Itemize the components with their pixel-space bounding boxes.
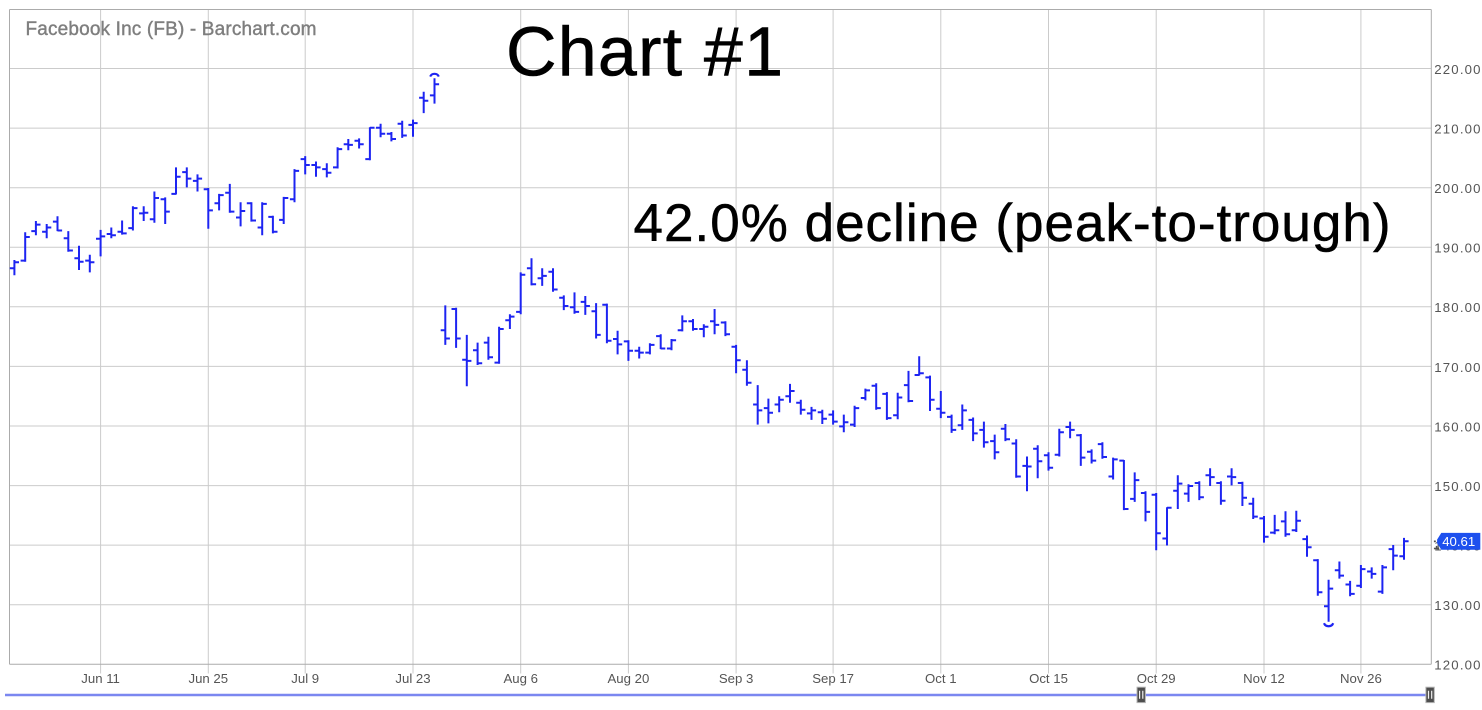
svg-text:150.00: 150.00 — [1434, 479, 1480, 494]
svg-text:160.00: 160.00 — [1434, 419, 1480, 434]
svg-text:Oct 15: Oct 15 — [1029, 671, 1068, 686]
svg-text:Chart #1: Chart #1 — [506, 13, 783, 91]
svg-text:Jun 11: Jun 11 — [81, 671, 120, 686]
svg-text:Sep 3: Sep 3 — [719, 671, 753, 686]
svg-text:120.00: 120.00 — [1434, 658, 1480, 673]
svg-text:Sep 17: Sep 17 — [812, 671, 854, 686]
svg-text:Facebook Inc (FB) - Barchart.c: Facebook Inc (FB) - Barchart.com — [26, 19, 317, 40]
svg-text:Nov 12: Nov 12 — [1243, 671, 1285, 686]
svg-text:210.00: 210.00 — [1434, 122, 1480, 137]
svg-text:Jul 23: Jul 23 — [395, 671, 430, 686]
svg-text:220.00: 220.00 — [1434, 62, 1480, 77]
svg-text:190.00: 190.00 — [1434, 241, 1480, 256]
svg-text:200.00: 200.00 — [1434, 181, 1480, 196]
svg-text:180.00: 180.00 — [1434, 300, 1480, 315]
svg-text:Oct 29: Oct 29 — [1137, 671, 1176, 686]
svg-text:Jun 25: Jun 25 — [188, 671, 228, 686]
svg-text:40.61: 40.61 — [1442, 534, 1475, 549]
svg-text:Jul 9: Jul 9 — [291, 671, 319, 686]
svg-text:Aug 20: Aug 20 — [607, 671, 649, 686]
svg-text:170.00: 170.00 — [1434, 360, 1480, 375]
svg-text:42.0% decline (peak-to-trough): 42.0% decline (peak-to-trough) — [634, 194, 1391, 253]
svg-text:Nov 26: Nov 26 — [1340, 671, 1382, 686]
svg-text:130.00: 130.00 — [1434, 598, 1480, 613]
svg-text:Oct 1: Oct 1 — [925, 671, 957, 686]
svg-text:Aug 6: Aug 6 — [503, 671, 537, 686]
